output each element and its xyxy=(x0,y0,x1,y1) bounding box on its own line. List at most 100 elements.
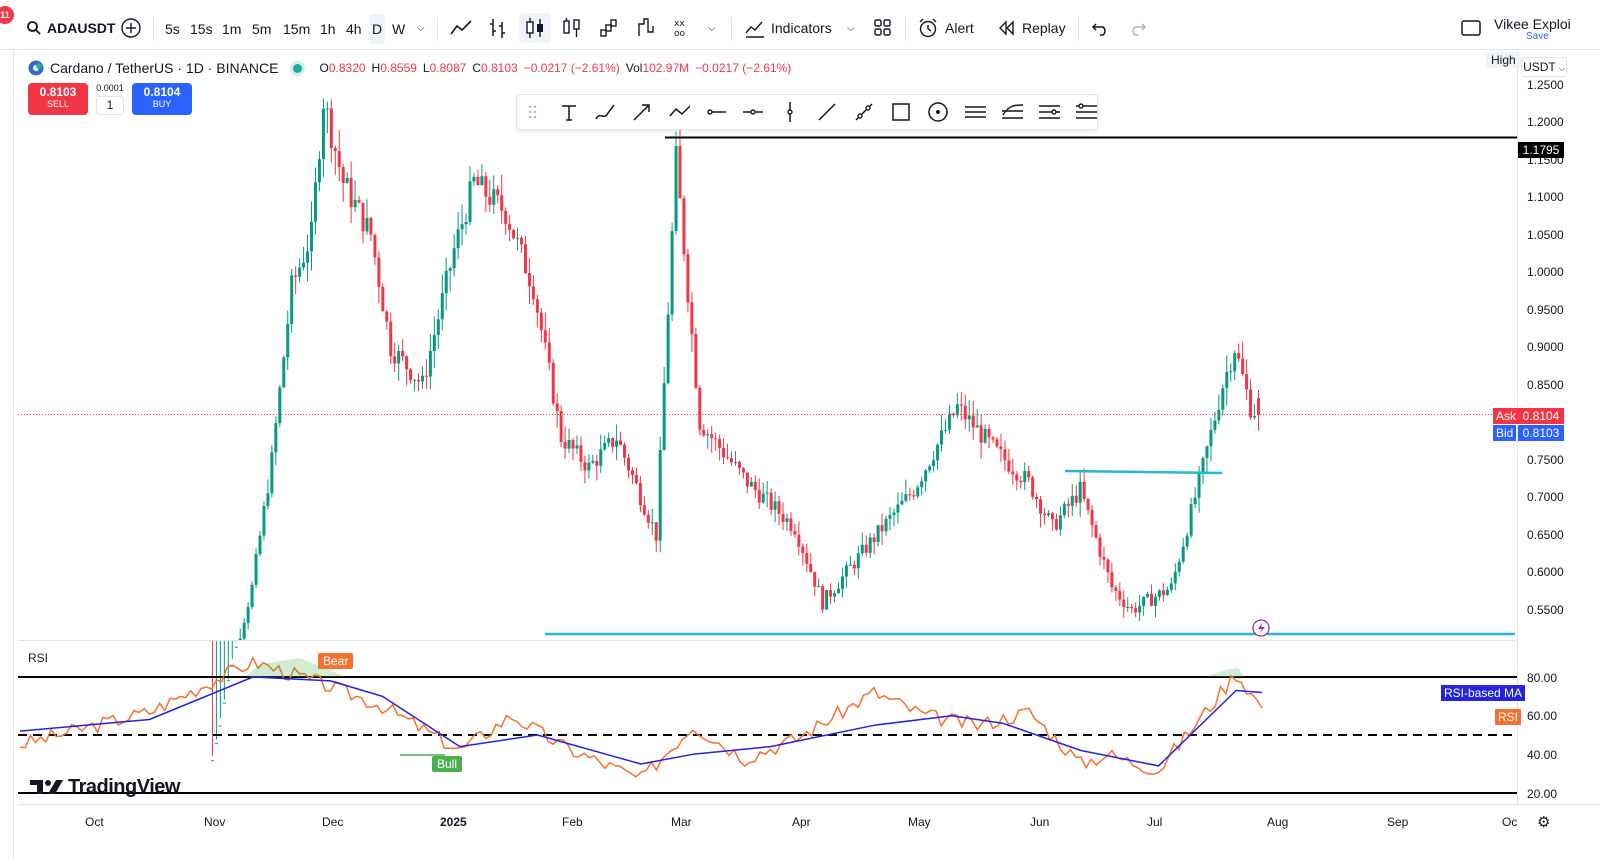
point-figure-icon[interactable]: xx oo xyxy=(672,13,696,43)
chevron-down-icon: ⌵ xyxy=(1558,64,1565,73)
candle-body xyxy=(520,237,524,245)
candle-body xyxy=(428,351,432,377)
parallel-channel-icon[interactable] xyxy=(964,101,986,123)
candle-body xyxy=(809,563,813,572)
candle-body xyxy=(1118,590,1122,600)
candle-body xyxy=(440,293,444,320)
drag-handle-icon[interactable] xyxy=(523,101,544,123)
candle-body xyxy=(468,181,472,222)
candle-body xyxy=(848,564,852,566)
indicators-button[interactable]: Indicators xyxy=(744,13,832,43)
candle-body xyxy=(674,146,678,232)
candle-body xyxy=(959,404,963,406)
hollow-candles-icon[interactable] xyxy=(561,13,583,43)
candle-body xyxy=(563,441,567,449)
line-chart-icon[interactable] xyxy=(449,13,473,43)
interval-1w[interactable]: W xyxy=(392,21,406,37)
chevron-down-icon[interactable]: ⌵ xyxy=(708,22,716,34)
interval-1d[interactable]: D xyxy=(369,14,386,44)
price-tick: 1.2500 xyxy=(1527,77,1564,92)
candle-body xyxy=(793,530,797,535)
candle-body xyxy=(833,593,837,597)
interval-15s[interactable]: 15s xyxy=(190,21,213,37)
candle-body xyxy=(654,522,658,541)
candle-body xyxy=(214,743,218,745)
candle-body xyxy=(523,244,527,274)
layout-icon[interactable] xyxy=(1460,13,1482,43)
candle-body xyxy=(1043,513,1047,515)
candle-body xyxy=(1138,605,1142,613)
candle-body xyxy=(714,438,718,440)
replay-button[interactable]: Replay xyxy=(996,13,1066,43)
templates-icon[interactable] xyxy=(872,13,894,43)
brush-tool-icon[interactable] xyxy=(594,101,616,123)
text-tool-icon[interactable] xyxy=(559,101,580,123)
candle-body xyxy=(464,221,468,225)
interval-4h[interactable]: 4h xyxy=(346,21,362,37)
interval-15m[interactable]: 15m xyxy=(283,21,311,37)
undo-icon[interactable] xyxy=(1090,13,1112,43)
candle-body xyxy=(860,544,864,554)
line-break-icon[interactable] xyxy=(636,13,658,43)
alert-button[interactable]: Alert xyxy=(917,13,974,43)
candle-body xyxy=(436,319,440,336)
tradingview-logo[interactable]: TradingView xyxy=(30,775,180,799)
candle-body xyxy=(218,725,222,727)
candle-body xyxy=(1023,470,1027,483)
rectangle-tool-icon[interactable] xyxy=(890,101,912,123)
candle-body xyxy=(397,351,401,364)
interval-5s[interactable]: 5s xyxy=(165,21,180,37)
interval-5m[interactable]: 5m xyxy=(252,21,272,37)
symbol-title[interactable]: Cardano / TetherUS · 1D · BINANCE xyxy=(50,60,279,76)
symbol-search[interactable]: ADAUSDT xyxy=(26,13,115,43)
pitchfork-icon[interactable] xyxy=(1075,101,1097,123)
candle-body xyxy=(1098,537,1102,557)
ray-tool-icon[interactable] xyxy=(853,101,875,123)
compare-add-icon[interactable] xyxy=(120,13,142,43)
path-tool-icon[interactable] xyxy=(668,101,690,123)
candle-body xyxy=(313,182,317,222)
horizontal-ray-icon[interactable] xyxy=(705,101,727,123)
chevron-down-icon[interactable]: ⌵ xyxy=(847,22,855,34)
candle-body xyxy=(543,330,547,343)
high-button[interactable]: High xyxy=(1486,52,1521,68)
candle-body xyxy=(385,311,389,322)
renko-icon[interactable] xyxy=(598,13,620,43)
rsi-title[interactable]: RSI xyxy=(28,651,49,665)
trend-line-icon[interactable] xyxy=(816,101,838,123)
horizontal-line-icon[interactable] xyxy=(742,101,764,123)
interval-1m[interactable]: 1m xyxy=(222,21,242,37)
candle-body xyxy=(868,537,872,553)
pane-divider[interactable] xyxy=(18,640,1518,641)
candle-body xyxy=(1249,389,1253,418)
candle-body xyxy=(1074,495,1078,503)
fib-retracement-icon[interactable] xyxy=(1038,101,1060,123)
redo-icon[interactable] xyxy=(1126,13,1148,43)
settings-gear-icon[interactable]: ⚙ xyxy=(1537,814,1551,831)
candle-body xyxy=(599,449,603,466)
currency-select[interactable]: USDT ⌵ xyxy=(1521,57,1567,77)
sell-button[interactable]: 0.8103 SELL xyxy=(28,83,88,115)
arrow-tool-icon[interactable] xyxy=(631,101,653,123)
notification-badge[interactable]: 11 xyxy=(0,6,14,24)
circle-tool-icon[interactable] xyxy=(927,101,949,123)
user-name[interactable]: Vikee Exploi xyxy=(1494,16,1571,32)
candle-body xyxy=(888,514,892,519)
buy-button[interactable]: 0.8104 BUY xyxy=(132,83,192,115)
candle-body xyxy=(472,176,476,182)
vertical-line-icon[interactable] xyxy=(779,101,801,123)
price-tick: 0.9500 xyxy=(1527,302,1564,317)
candle-body xyxy=(951,413,955,416)
quantity-input[interactable]: 1 xyxy=(96,96,124,115)
candle-body xyxy=(1070,495,1074,506)
candle-body xyxy=(1209,429,1213,447)
interval-1h[interactable]: 1h xyxy=(320,21,336,37)
candle-body xyxy=(650,522,654,524)
bars-chart-icon[interactable] xyxy=(487,13,509,43)
candle-body xyxy=(821,586,825,610)
fib-channel-icon[interactable] xyxy=(1001,101,1023,123)
chevron-down-icon[interactable]: ⌵ xyxy=(417,22,425,34)
candles-chart-icon[interactable] xyxy=(519,13,551,43)
save-button[interactable]: Save xyxy=(1526,31,1549,42)
